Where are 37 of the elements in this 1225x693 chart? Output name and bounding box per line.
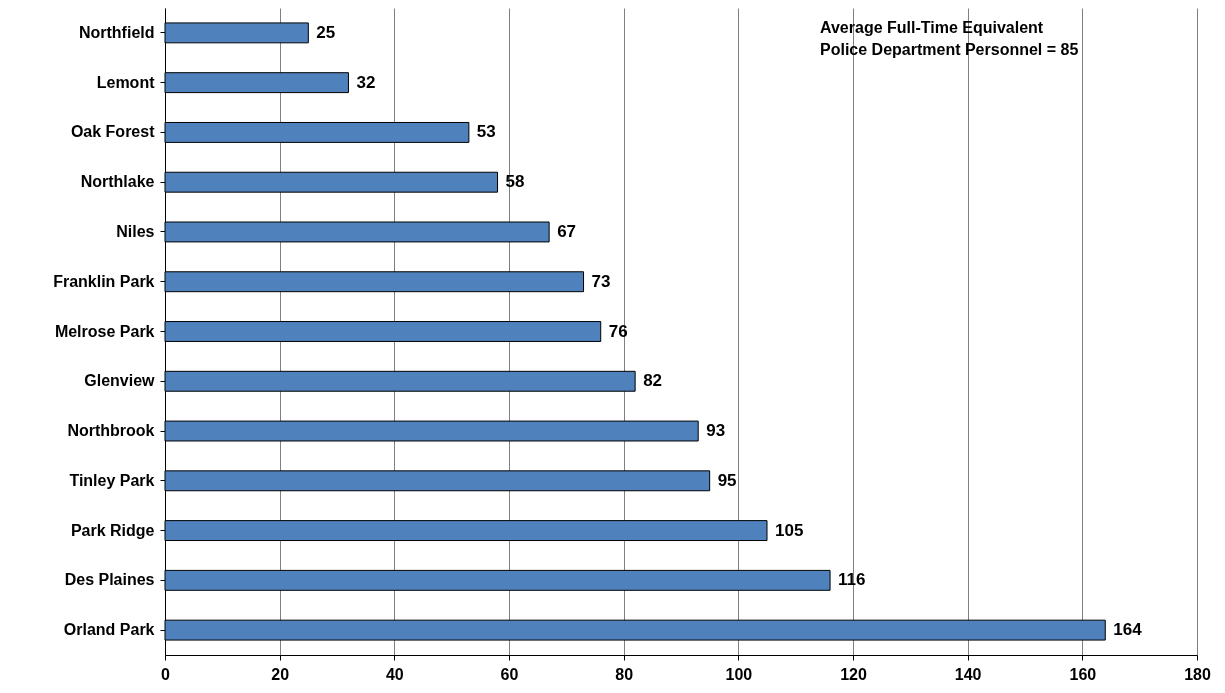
data-label: 25 [316,22,336,42]
x-tick-label: 120 [840,665,867,683]
y-tick-label: Niles [116,222,155,240]
y-tick-label: Northlake [80,173,155,191]
x-tick-label: 0 [161,665,171,683]
data-label: 32 [356,72,376,92]
x-tick-label: 160 [1069,665,1097,683]
data-label: 95 [717,470,737,490]
y-tick-label: Park Ridge [70,521,155,539]
y-tick-label: Tinley Park [69,471,155,489]
data-label: 67 [557,221,577,241]
x-tick-label: 20 [271,665,290,683]
data-label: 82 [643,371,663,391]
y-tick-label: Glenview [84,372,156,390]
annotation: Average Full-Time Equivalent Police Department Personnel = 85 [820,19,1079,58]
data-label: 116 [838,570,866,590]
x-tick-label: 60 [500,665,519,683]
data-label: 76 [608,321,628,341]
data-label: 93 [706,421,726,441]
y-tick-label: Northfield [78,23,155,41]
data-label: 164 [1113,620,1143,640]
data-label: 105 [775,520,804,540]
y-tick-label: Des Plaines [64,571,155,589]
x-tick-label: 180 [1184,665,1211,683]
x-tick-label: 80 [615,665,634,683]
data-label: 53 [476,122,496,142]
y-tick-label: Oak Forest [70,123,156,141]
x-tick-label: 140 [954,665,982,683]
x-tick-label: 40 [385,665,404,683]
data-label: 58 [505,172,525,192]
y-tick-label: Orland Park [63,621,155,639]
y-tick-label: Lemont [96,73,156,91]
y-tick-label: Northbrook [67,422,155,440]
data-label: 73 [591,271,611,291]
y-tick-label: Franklin Park [53,272,155,290]
y-tick-label: Melrose Park [54,322,155,340]
x-tick-label: 100 [725,665,753,683]
